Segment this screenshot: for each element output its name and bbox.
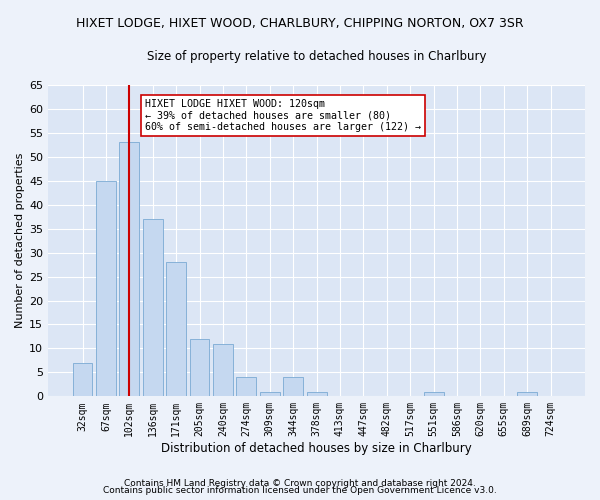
Y-axis label: Number of detached properties: Number of detached properties (15, 153, 25, 328)
Bar (236, 377, 256, 396)
Bar (166, 262, 186, 396)
Bar (283, 377, 303, 396)
Bar (73, 363, 92, 396)
Text: Contains HM Land Registry data © Crown copyright and database right 2024.: Contains HM Land Registry data © Crown c… (124, 478, 476, 488)
Bar (143, 219, 163, 396)
Text: Contains public sector information licensed under the Open Government Licence v3: Contains public sector information licen… (103, 486, 497, 495)
Bar (96, 181, 116, 396)
Bar (517, 392, 537, 396)
X-axis label: Distribution of detached houses by size in Charlbury: Distribution of detached houses by size … (161, 442, 472, 455)
Title: Size of property relative to detached houses in Charlbury: Size of property relative to detached ho… (147, 50, 487, 63)
Bar (213, 344, 233, 396)
Bar (260, 392, 280, 396)
Bar (190, 339, 209, 396)
Bar (119, 142, 139, 396)
Text: HIXET LODGE, HIXET WOOD, CHARLBURY, CHIPPING NORTON, OX7 3SR: HIXET LODGE, HIXET WOOD, CHARLBURY, CHIP… (76, 18, 524, 30)
Text: HIXET LODGE HIXET WOOD: 120sqm
← 39% of detached houses are smaller (80)
60% of : HIXET LODGE HIXET WOOD: 120sqm ← 39% of … (145, 99, 421, 132)
Bar (307, 392, 326, 396)
Bar (424, 392, 443, 396)
